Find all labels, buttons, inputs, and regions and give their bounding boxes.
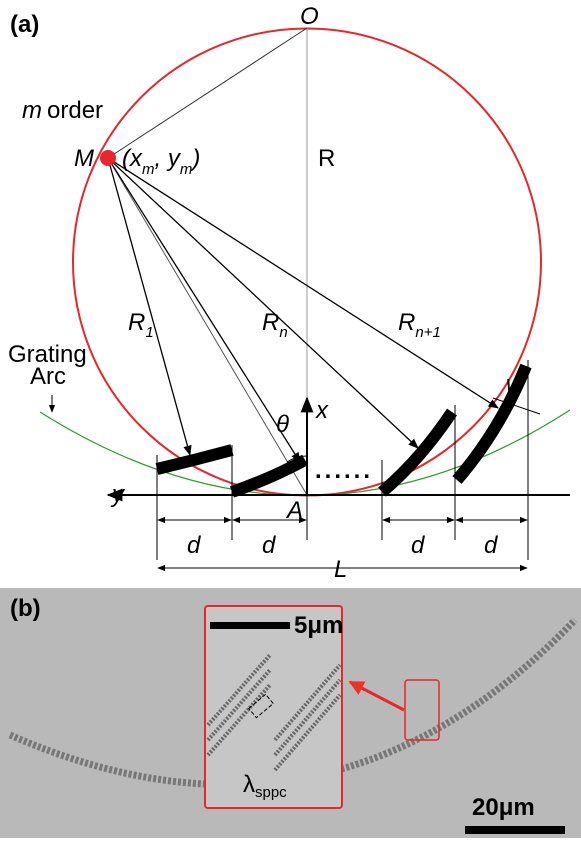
panel-b: 5μm λsppc (b) 20μm — [0, 588, 581, 838]
zoom-box — [404, 679, 440, 741]
radius-label: R1 — [128, 309, 154, 341]
inset-scale: 5μm — [294, 612, 343, 639]
label-d: d — [484, 532, 498, 559]
radius-sub: n — [279, 324, 287, 341]
radius-base: R — [128, 309, 145, 336]
wavelength: λsppc — [243, 771, 287, 801]
ray — [107, 157, 301, 463]
wavelength-base: λ — [243, 771, 255, 798]
ray — [107, 157, 192, 457]
label-theta: θ — [276, 411, 289, 438]
coords-text: (x — [122, 145, 143, 172]
radius-label: Rn — [262, 309, 288, 341]
coords-sub: m — [180, 161, 193, 178]
wavelength-sub: sppc — [255, 784, 287, 801]
order-text: order — [47, 97, 103, 124]
label-l: L — [334, 556, 347, 583]
label-m: M — [74, 145, 94, 172]
coords: (xm, ym) — [122, 145, 200, 178]
dimension-lines — [48, 360, 529, 572]
ellipsis: ...... — [315, 457, 373, 484]
label-w: w — [506, 371, 525, 398]
coords-sub: m — [142, 161, 155, 178]
segment — [378, 408, 457, 497]
coords-text: ) — [189, 145, 200, 172]
label-a: A — [285, 497, 303, 524]
radius-base: R — [262, 309, 279, 336]
order-label: m order — [22, 97, 103, 124]
label-d: d — [411, 532, 425, 559]
grating-segments — [155, 363, 532, 498]
zoom-arrow — [348, 680, 405, 712]
sem-grating — [8, 617, 578, 789]
label-r: R — [318, 145, 335, 172]
panel-label: (a) — [10, 11, 39, 38]
label-d: d — [262, 532, 276, 559]
scale-label: 20μm — [472, 794, 535, 821]
segment — [230, 454, 308, 498]
radius-sub: n+1 — [415, 324, 440, 341]
scale-bar — [465, 826, 565, 834]
line-mo — [107, 27, 308, 159]
segment — [452, 363, 532, 484]
label-y: y — [110, 481, 126, 508]
segment — [155, 444, 234, 475]
panel-label: (b) — [10, 595, 41, 622]
radius-sub: 1 — [145, 324, 153, 341]
inset-gratings — [206, 653, 342, 772]
ray — [107, 157, 419, 449]
w-marker — [492, 397, 541, 415]
ray-group — [107, 157, 499, 463]
period-box — [248, 693, 274, 719]
coords-text: , y — [155, 145, 182, 172]
point-m — [100, 150, 116, 166]
ray — [107, 157, 499, 409]
label-o: O — [300, 3, 319, 30]
order-var: m — [22, 97, 42, 124]
radius-base: R — [398, 309, 415, 336]
label-x: x — [315, 397, 329, 424]
line-ma — [107, 157, 308, 496]
arc-label: Grating — [8, 341, 87, 368]
inset — [204, 605, 343, 809]
inset-scale-bar — [210, 622, 290, 629]
label-d: d — [187, 532, 201, 559]
arc-label: Arc — [30, 363, 66, 390]
panel-a: (a) O m order M (xm, ym) R R1 Rn Rn+1 Gra… — [8, 3, 571, 583]
radius-label: Rn+1 — [398, 309, 441, 341]
